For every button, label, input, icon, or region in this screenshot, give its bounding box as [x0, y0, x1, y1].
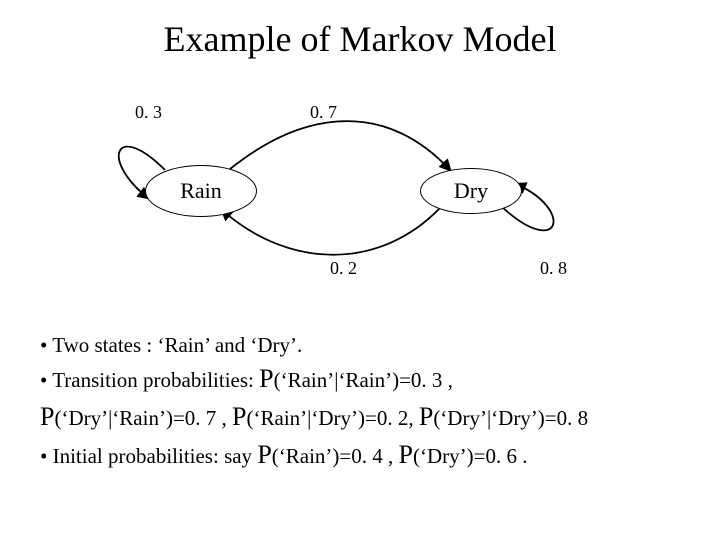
label-rain-dry: 0. 7 — [310, 102, 337, 123]
t3a: P — [40, 402, 54, 431]
bullet-initial: • Initial probabilities: say P(‘Rain’)=0… — [40, 436, 680, 474]
t3d: (‘Rain’|‘Dry’)=0. 2, — [247, 406, 419, 430]
t3f: (‘Dry’|‘Dry’)=0. 8 — [433, 406, 588, 430]
t2c: (‘Rain’|‘Rain’)=0. 3 , — [274, 368, 453, 392]
body-text: • Two states : ‘Rain’ and ‘Dry’. • Trans… — [40, 330, 680, 474]
t3c: P — [232, 402, 246, 431]
t4d: P — [399, 440, 413, 469]
t2b: P — [259, 364, 273, 393]
transitions-line2: P(‘Dry’|‘Rain’)=0. 7 , P(‘Rain’|‘Dry’)=0… — [40, 398, 680, 436]
t4c: (‘Rain’)=0. 4 , — [272, 444, 399, 468]
t4b: P — [257, 440, 271, 469]
state-dry-label: Dry — [454, 178, 488, 204]
state-rain-label: Rain — [180, 178, 222, 204]
label-dry-dry: 0. 8 — [540, 258, 567, 279]
slide-title: Example of Markov Model — [0, 18, 720, 60]
label-rain-rain: 0. 3 — [135, 102, 162, 123]
t3e: P — [419, 402, 433, 431]
edge-dry-rain — [222, 208, 440, 255]
bullet-states: • Two states : ‘Rain’ and ‘Dry’. — [40, 330, 680, 360]
state-dry: Dry — [420, 168, 522, 214]
t4a: • Initial probabilities: say — [40, 444, 257, 468]
t4e: (‘Dry’)=0. 6 . — [413, 444, 527, 468]
bullet-transitions: • Transition probabilities: P(‘Rain’|‘Ra… — [40, 360, 680, 398]
edge-rain-dry — [230, 121, 450, 170]
label-dry-rain: 0. 2 — [330, 258, 357, 279]
state-rain: Rain — [145, 165, 257, 217]
t2a: • Transition probabilities: — [40, 368, 259, 392]
t3b: (‘Dry’|‘Rain’)=0. 7 , — [54, 406, 232, 430]
markov-diagram: Rain Dry 0. 3 0. 7 0. 2 0. 8 — [80, 90, 640, 290]
